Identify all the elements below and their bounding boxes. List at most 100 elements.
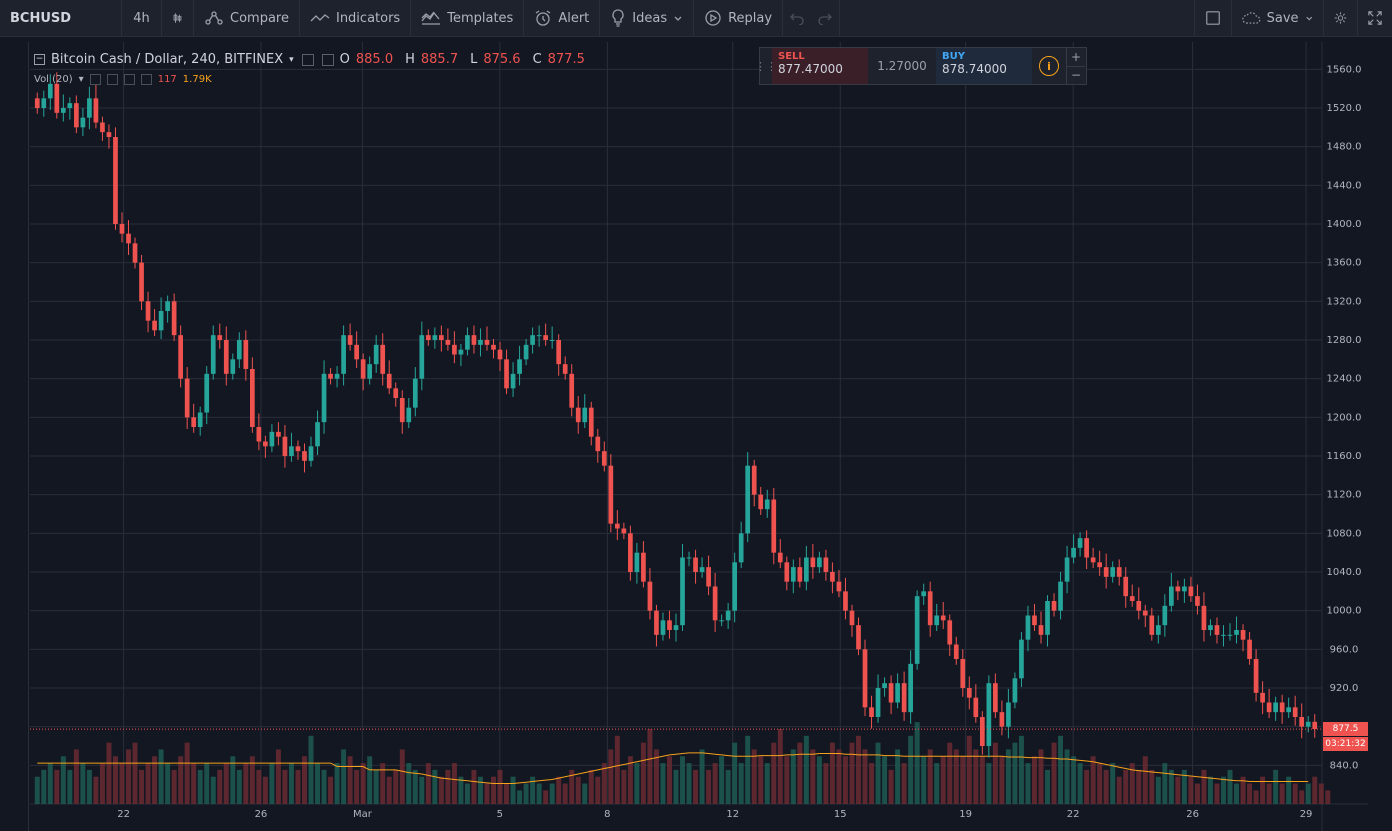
fullscreen-mode-button[interactable] [1194,0,1232,36]
candle-body [399,398,405,423]
volume-bar [1038,749,1044,804]
templates-button[interactable]: Templates [411,0,525,36]
candle-body [530,335,535,345]
volume-bar [217,769,223,804]
candle-body [223,340,229,374]
settings-mini-icon[interactable] [321,53,334,66]
volume-bar [491,776,496,804]
candle-body [60,108,66,113]
volume-bar [973,749,979,804]
candle-body [393,388,399,398]
candle-body [790,567,796,582]
candle-body [328,373,333,379]
candle-body [119,224,125,234]
y-tick-label: 960.0 [1330,644,1359,655]
redo-button[interactable] [811,0,841,36]
volume-bar [41,769,47,804]
undo-button[interactable] [783,0,811,36]
candle-body [152,320,157,331]
volume-bar [934,763,940,804]
add-icon[interactable] [123,74,135,85]
drag-handle-icon[interactable]: ⋮⋮ [755,59,777,73]
save-button[interactable]: Save [1232,0,1324,36]
candle-body [145,301,151,321]
eye-icon[interactable] [301,53,314,66]
plus-button[interactable]: + [1070,49,1082,64]
candle-body [830,572,835,582]
candle-body [667,620,672,630]
indicators-button[interactable]: Indicators [300,0,412,36]
candle-body [1169,586,1174,606]
candle-body [699,567,705,572]
volume-bar [517,790,523,804]
candle-body [1260,692,1265,703]
interval-button[interactable]: 4h [122,0,162,36]
volume-bar [86,769,92,804]
candle-body [706,567,711,587]
settings-button[interactable] [1324,0,1358,36]
info-button[interactable]: i [1032,48,1066,84]
candle-body [158,311,164,331]
volume-bar [1045,769,1050,804]
candle-body [862,649,868,708]
eye-icon[interactable] [89,74,101,85]
minus-button[interactable]: − [1067,65,1085,85]
open-label: O [339,52,350,67]
x-tick-label: 22 [117,809,130,820]
volume-title[interactable]: Vol (20) [34,74,73,85]
volume-bar [1201,769,1207,804]
volume-bar [308,735,314,804]
buy-button[interactable]: BUY 878.74000 [936,48,1032,84]
series-title[interactable]: Bitcoin Cash / Dollar, 240, BITFINEX [51,52,284,67]
volume-dropdown-icon[interactable]: ▾ [78,74,84,85]
volume-bar [126,749,131,804]
candle-body [517,359,522,374]
chart-type-button[interactable] [162,0,194,36]
candle-body [1136,601,1142,611]
candle-body [1006,702,1011,727]
candle-body [1012,678,1018,703]
candle-body [178,335,183,379]
candle-body [1214,625,1220,635]
candle-body [1090,557,1096,563]
volume-bar [1162,763,1168,804]
candle-body [1058,581,1063,611]
sell-button[interactable]: SELL 877.47000 [772,48,868,84]
fullscreen-button[interactable] [1358,0,1392,36]
volume-bar [47,763,53,804]
volume-bar [1123,769,1129,804]
volume-bar [243,763,249,804]
y-tick-label: 1280.0 [1327,335,1362,346]
undo-icon [790,13,804,25]
sell-label: SELL [778,51,805,62]
symbol-search-button[interactable]: BCHUSD [0,0,122,36]
candle-body [1103,567,1109,577]
compare-icon [205,11,223,25]
volume-bar [673,769,679,804]
candle-body [999,712,1005,727]
chart-area[interactable] [28,42,1369,831]
candle-body [660,620,666,635]
x-tick-label: 8 [604,809,610,820]
ideas-button[interactable]: Ideas [600,0,695,36]
volume-bar [790,749,796,804]
collapse-legend-icon[interactable]: − [34,54,45,65]
candle-body [491,344,496,350]
candle-body [1182,586,1187,592]
replay-button[interactable]: Replay [694,0,784,36]
volume-bar [595,776,601,804]
volume-bar [1168,769,1174,804]
compare-button[interactable]: Compare [194,0,300,36]
close-icon[interactable] [140,74,152,85]
volume-bar [399,749,405,804]
series-dropdown-icon[interactable]: ▾ [289,54,294,65]
volume-bar [1260,776,1266,804]
candle-body [575,407,581,423]
volume-bar [823,763,829,804]
settings-mini-icon[interactable] [106,74,118,85]
y-tick-label: 1560.0 [1327,64,1362,75]
alert-button[interactable]: Alert [524,0,601,36]
indicators-icon [310,14,330,22]
volume-bar [210,776,216,804]
